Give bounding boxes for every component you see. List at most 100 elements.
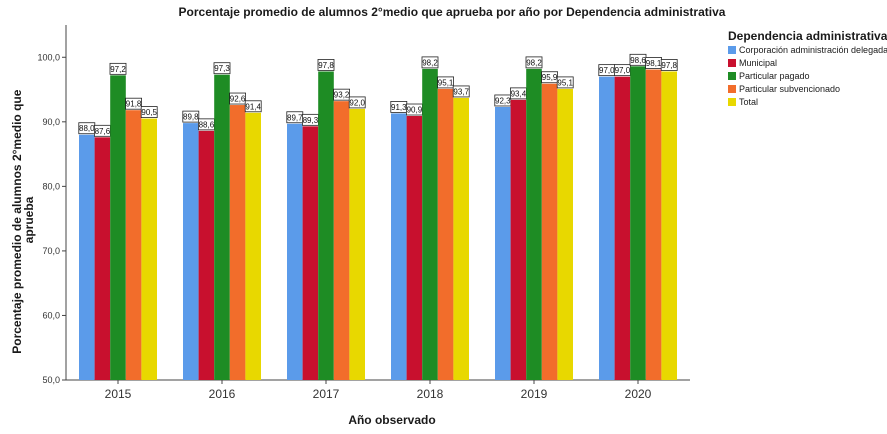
data-label-box [213, 62, 231, 75]
y-axis-title-line-1: Porcentaje promedio de alumnos 2°medio q… [10, 89, 24, 354]
bar [526, 68, 542, 381]
y-axis-title: Porcentaje promedio de alumnos 2°medio q… [10, 86, 36, 354]
bar [94, 137, 111, 380]
data-label-box [660, 59, 678, 71]
chart-title: Porcentaje promedio de alumnos 2°medio q… [179, 5, 726, 19]
legend-swatch [728, 59, 736, 67]
data-label: 98,1 [646, 59, 662, 68]
bar [318, 71, 334, 381]
data-label: 97,8 [318, 61, 334, 70]
data-label: 90,9 [407, 106, 423, 115]
bar [287, 123, 303, 380]
legend-title: Dependencia administrativa [728, 29, 887, 43]
y-tick-label: 80,0 [42, 181, 60, 191]
data-label-box [125, 97, 142, 110]
bar [229, 105, 246, 380]
data-label-box [182, 110, 200, 123]
bar [495, 106, 511, 381]
legend-entry: Municipal [739, 58, 777, 68]
y-tick-label: 70,0 [42, 246, 60, 256]
data-label: 91,3 [391, 103, 407, 112]
data-label: 88,6 [199, 120, 215, 129]
data-label-box [556, 76, 574, 89]
x-tick-label: 2016 [209, 387, 236, 401]
bar [541, 83, 558, 381]
data-label: 97,2 [110, 65, 126, 74]
x-tick-label: 2017 [313, 387, 340, 401]
bar [661, 71, 677, 381]
legend-swatch [728, 72, 736, 80]
data-label: 90,5 [141, 108, 157, 117]
bar [422, 68, 438, 381]
bar [391, 113, 407, 380]
y-tick-label: 60,0 [42, 310, 60, 320]
bar [333, 101, 350, 380]
legend-entry: Particular pagado [739, 71, 810, 81]
data-label-box [525, 56, 543, 69]
x-axis-title: Año observado [348, 413, 435, 427]
legend-entry: Particular subvencionado [739, 84, 840, 94]
data-label: 88,0 [79, 124, 95, 133]
bar [79, 134, 95, 380]
data-label: 87,6 [95, 127, 111, 136]
data-label: 98,6 [630, 56, 646, 65]
data-label: 92,0 [349, 98, 365, 107]
bar [302, 126, 319, 380]
data-label: 95,1 [438, 78, 454, 87]
bar [125, 110, 142, 380]
data-label-box [109, 62, 127, 75]
data-label: 95,9 [542, 73, 558, 82]
bar [645, 69, 662, 380]
data-label-box [333, 88, 351, 101]
bar [198, 130, 215, 380]
bar [557, 88, 573, 381]
bar [110, 75, 126, 380]
legend: Dependencia administrativa Corporación a… [728, 29, 887, 107]
data-label-box [421, 56, 439, 69]
bar [437, 88, 454, 381]
y-tick-label: 50,0 [42, 375, 60, 385]
bar [453, 97, 469, 380]
data-label-box [348, 96, 366, 109]
data-label-box [437, 76, 455, 89]
plot-area: 50,0 60,0 70,0 80,0 90,0 100,0 88,0 87,6 97,2 91,… [37, 25, 690, 401]
data-label: 93,4 [511, 89, 527, 98]
bar [183, 123, 199, 380]
data-label: 98,2 [422, 58, 438, 67]
data-label-box [452, 85, 470, 98]
legend-swatch [728, 85, 736, 93]
legend-entry: Total [739, 97, 758, 107]
bar [599, 76, 615, 381]
data-label: 97,0 [599, 66, 615, 75]
x-tick-label: 2020 [625, 387, 652, 401]
bar [510, 99, 527, 380]
bar [245, 112, 261, 381]
data-label: 98,2 [526, 58, 542, 67]
data-label-box [317, 59, 335, 71]
bar [630, 66, 646, 381]
bar [406, 116, 423, 380]
data-label: 97,0 [615, 66, 631, 75]
data-label: 89,8 [183, 113, 199, 122]
data-label: 91,4 [245, 102, 261, 111]
bar [214, 74, 230, 380]
data-label-box [140, 106, 158, 118]
data-label: 89,3 [303, 116, 319, 125]
x-tick-label: 2015 [105, 387, 132, 401]
data-label: 93,7 [453, 87, 469, 96]
bar [614, 76, 631, 381]
data-label: 92,3 [495, 96, 511, 105]
data-label: 97,3 [214, 64, 230, 73]
data-label: 91,8 [126, 100, 142, 109]
y-tick-label: 100,0 [37, 52, 60, 62]
data-label-box [244, 100, 262, 113]
data-label: 92,6 [230, 95, 246, 104]
data-label: 89,7 [287, 113, 303, 122]
data-label: 93,2 [334, 91, 350, 100]
data-label: 97,8 [661, 61, 677, 70]
bar [349, 108, 365, 380]
bar [141, 118, 157, 380]
y-tick-label: 90,0 [42, 117, 60, 127]
legend-swatch [728, 98, 736, 106]
